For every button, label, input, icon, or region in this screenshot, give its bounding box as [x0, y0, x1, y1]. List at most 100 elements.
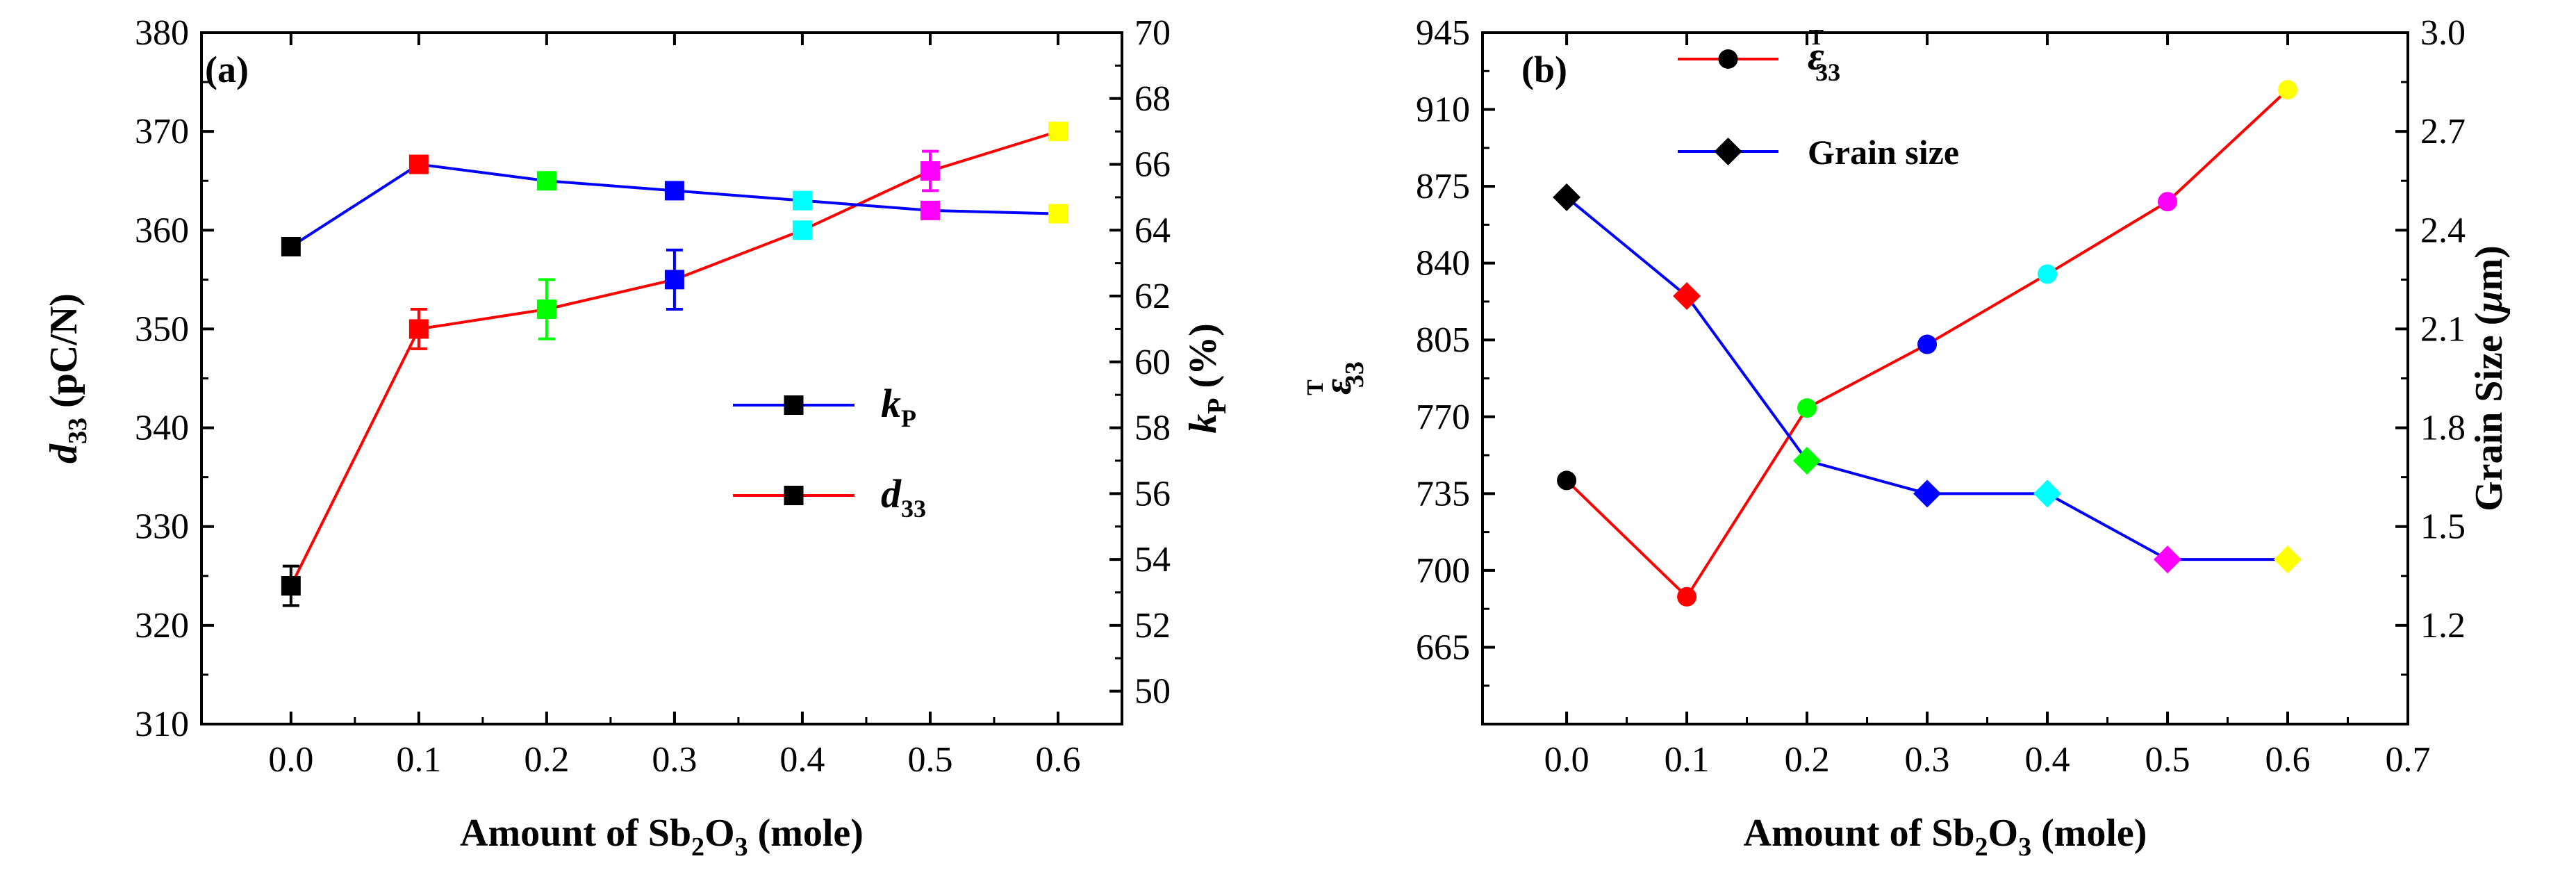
y-right-tick-label: 54 — [1134, 540, 1171, 580]
text-span: Amount of Sb — [460, 812, 691, 855]
text-span: ε — [1808, 33, 1824, 79]
plot-frame — [200, 31, 1123, 725]
x-tick-label: 0.6 — [1035, 740, 1080, 780]
text-span: Grain Size ( — [2468, 313, 2511, 511]
x-tick-label: 0.5 — [2145, 740, 2190, 780]
y-left-tick-label: 875 — [1416, 167, 1470, 206]
data-point-d33 — [1048, 122, 1068, 142]
data-point-d33 — [920, 161, 940, 181]
subscript: 2 — [691, 832, 704, 862]
data-point-Grain size — [1913, 479, 1942, 508]
y-right-tick-label: 50 — [1134, 672, 1171, 712]
x-tick-label: 0.1 — [1665, 740, 1710, 780]
text-span: k — [1182, 414, 1225, 434]
y-left-tick-label: 805 — [1416, 320, 1470, 360]
y-left-tick-label: 945 — [1416, 13, 1470, 53]
text-span: Grain size — [1808, 133, 1959, 172]
subscript: 3 — [735, 832, 748, 862]
y-right-tick-label: 1.2 — [2420, 606, 2466, 646]
legend-label: d33 — [881, 471, 926, 523]
data-point-d33 — [408, 319, 429, 339]
legend-label: εT 33 — [1808, 24, 1840, 86]
text-span: Amount of Sb — [1744, 812, 1975, 855]
x-tick-label: 0.4 — [779, 740, 825, 780]
y-left-tick-label: 770 — [1416, 397, 1470, 437]
data-point-Grain size — [1673, 282, 1701, 311]
y-right-tick-label: 3.0 — [2420, 13, 2466, 53]
subscript: 33 — [1815, 58, 1840, 86]
data-point-epsilon33T — [1677, 586, 1697, 607]
y-right-tick-label: 1.5 — [2420, 507, 2466, 547]
y-right-tick-label: 70 — [1134, 13, 1171, 53]
y-left-tick-label: 910 — [1416, 90, 1470, 130]
y-left-tick-label: 370 — [135, 112, 189, 151]
y-left-tick-label: 665 — [1416, 627, 1470, 667]
y-left-tick-label: 735 — [1416, 474, 1470, 514]
subscript: 3 — [2018, 832, 2031, 862]
subscript: 33 — [901, 495, 926, 523]
x-tick-label: 0.2 — [524, 740, 569, 780]
data-point-Grain size — [1793, 446, 1822, 475]
data-point-kP — [408, 154, 429, 174]
subscript: 33 — [63, 418, 92, 444]
text-span: m) — [2468, 245, 2511, 290]
data-point-Grain size — [2154, 545, 2182, 574]
text-span: (pC/N) — [42, 293, 85, 418]
data-point-kP — [792, 190, 812, 211]
text-span: O — [704, 812, 735, 855]
legend-marker — [1714, 138, 1742, 165]
x-tick-label: 0.7 — [2386, 740, 2431, 780]
legend-label: Grain size — [1808, 133, 1959, 172]
y-right-tick-label: 52 — [1134, 606, 1171, 646]
legend-marker — [1718, 49, 1738, 69]
y-left-tick-label: 330 — [135, 507, 189, 547]
text-span: (mole) — [2031, 812, 2147, 855]
y-right-tick-label: 64 — [1134, 211, 1171, 250]
y-right-tick-label: 66 — [1134, 145, 1171, 185]
y-right-tick-label: 1.8 — [2420, 409, 2466, 448]
panel-label: (b) — [1521, 49, 1567, 90]
text-span: ε — [1316, 379, 1360, 395]
data-point-kP — [1048, 204, 1068, 224]
y-right-tick-label: 2.7 — [2420, 112, 2466, 151]
text-span: d — [881, 471, 902, 516]
data-point-d33 — [536, 300, 556, 319]
x-axis-label: Amount of Sb2O3 (mole) — [460, 812, 864, 862]
x-tick-label: 0.3 — [1905, 740, 1950, 780]
x-tick-label: 0.4 — [2025, 740, 2070, 780]
data-point-epsilon33T — [2158, 192, 2178, 212]
subscript: 33 — [1340, 361, 1369, 388]
data-point-epsilon33T — [1557, 470, 1577, 491]
y-right-tick-label: 2.4 — [2420, 211, 2466, 250]
y-left-tick-label: 360 — [135, 211, 189, 250]
y-right-tick-label: 68 — [1134, 79, 1171, 119]
superscript: T — [1303, 379, 1328, 395]
data-point-kP — [536, 171, 556, 191]
legend-label: kP — [881, 381, 916, 432]
superscript: T — [1809, 24, 1824, 49]
data-point-d33 — [281, 576, 301, 596]
y-right-tick-label: 58 — [1134, 409, 1171, 448]
subscript: P — [1203, 398, 1232, 414]
y-right-tick-label: 56 — [1134, 474, 1171, 514]
data-point-d33 — [664, 270, 684, 290]
chart-panel-b: 0.0 0.1 0.2 0.3 0.4 0.5 0.6 0.7 665 700 735 770 805 8… — [1303, 13, 2511, 862]
legend-marker — [784, 486, 804, 505]
subscript: 2 — [1975, 832, 1988, 862]
text-span: (%) — [1182, 323, 1225, 397]
data-point-d33 — [792, 220, 812, 240]
x-tick-label: 0.2 — [1785, 740, 1830, 780]
x-tick-label: 0.0 — [268, 740, 313, 780]
x-tick-label: 0.0 — [1544, 740, 1590, 780]
series-line-kP — [290, 163, 1059, 248]
data-point-kP — [664, 181, 684, 201]
data-point-Grain size — [1553, 183, 1581, 211]
subscript: P — [901, 404, 916, 432]
data-point-Grain size — [2033, 479, 2062, 508]
data-point-epsilon33T — [2038, 264, 2058, 284]
y-left-tick-label: 320 — [135, 606, 189, 646]
x-tick-label: 0.3 — [652, 740, 697, 780]
text-span: d — [42, 443, 85, 463]
text-span: k — [881, 381, 901, 426]
